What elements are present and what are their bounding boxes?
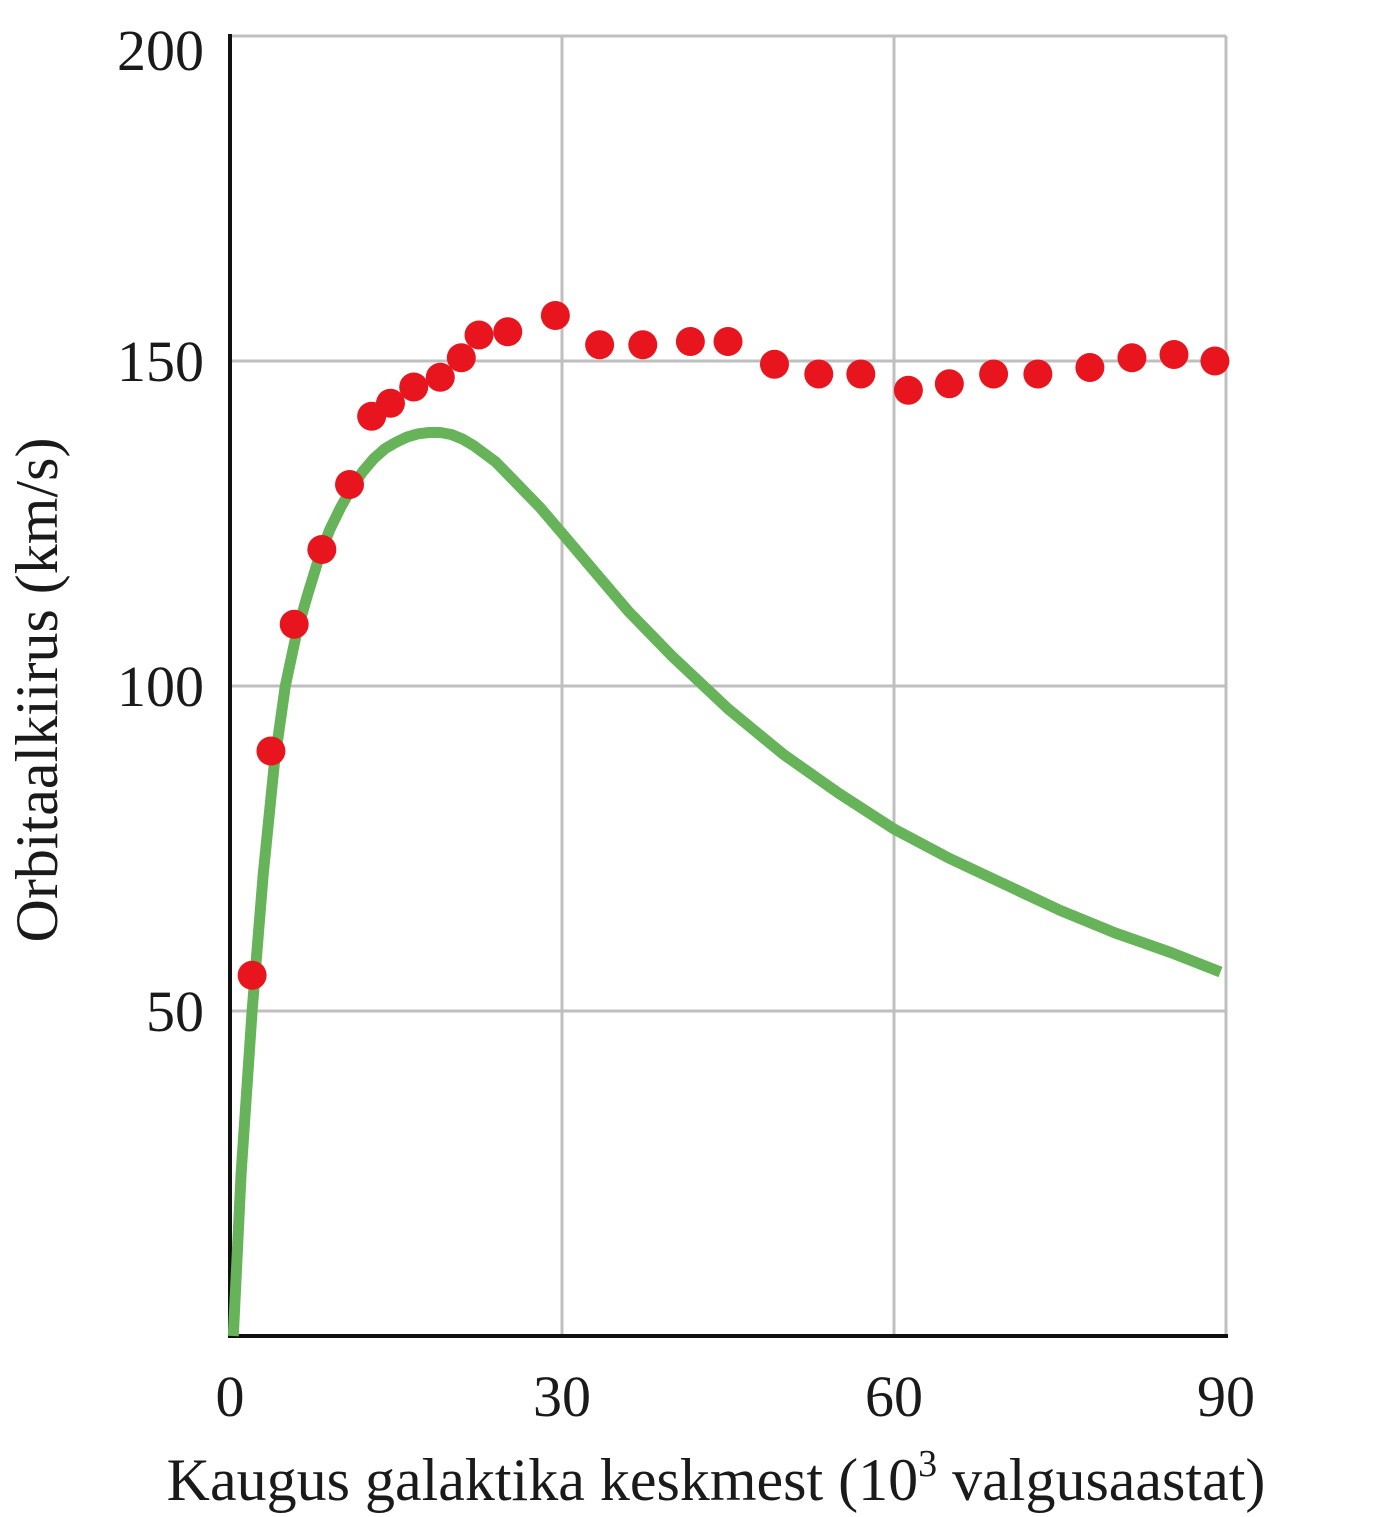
y-tick-label-200: 200 bbox=[117, 18, 204, 83]
observed-point-9 bbox=[425, 362, 455, 392]
observed-point-3 bbox=[279, 609, 309, 639]
observed-point-15 bbox=[628, 330, 658, 360]
y-tick-label-50: 50 bbox=[146, 979, 204, 1044]
x-axis-label-tail: valgusaastat) bbox=[937, 1447, 1265, 1513]
x-axis-label: Kaugus galaktika keskmest (103 valgusaas… bbox=[167, 1443, 1266, 1513]
observed-point-17 bbox=[713, 327, 743, 356]
x-tick-label-0: 0 bbox=[216, 1364, 245, 1429]
observed-point-13 bbox=[540, 301, 570, 330]
observed-point-7 bbox=[375, 388, 405, 418]
observed-point-28 bbox=[1200, 346, 1230, 376]
observed-point-27 bbox=[1159, 340, 1189, 369]
observed-point-10 bbox=[446, 343, 476, 373]
grid-lines bbox=[230, 34, 1228, 1336]
observed-point-14 bbox=[585, 330, 615, 360]
observed-point-5 bbox=[335, 470, 365, 499]
y-tick-label-100: 100 bbox=[117, 654, 204, 719]
x-axis-label-superscript: 3 bbox=[918, 1443, 937, 1485]
observed-point-4 bbox=[307, 535, 337, 564]
observed-point-2 bbox=[256, 736, 286, 766]
tick-labels: 0 30 60 90 50 100 150 200 bbox=[117, 18, 1255, 1429]
x-tick-label-60: 60 bbox=[865, 1364, 923, 1429]
model-curve-layer bbox=[227, 427, 1223, 1337]
observed-point-19 bbox=[804, 359, 834, 389]
x-tick-label-30: 30 bbox=[533, 1364, 591, 1429]
observed-point-26 bbox=[1117, 343, 1147, 373]
observed-point-22 bbox=[934, 369, 964, 399]
observed-point-23 bbox=[979, 359, 1009, 389]
observed-point-16 bbox=[675, 327, 705, 356]
x-tick-label-90: 90 bbox=[1197, 1364, 1255, 1429]
observed-point-1 bbox=[237, 960, 267, 990]
y-axis-label: Orbitaalkiirus (km/s) bbox=[4, 438, 70, 943]
observed-point-25 bbox=[1075, 353, 1105, 382]
observed-point-8 bbox=[399, 372, 429, 402]
observed-point-20 bbox=[846, 359, 876, 389]
observed-points-layer bbox=[237, 301, 1230, 990]
x-axis-label-main: Kaugus galaktika keskmest (10 bbox=[167, 1447, 919, 1513]
observed-point-24 bbox=[1023, 359, 1053, 389]
observed-point-18 bbox=[759, 349, 789, 379]
observed-point-12 bbox=[493, 317, 523, 347]
y-tick-label-150: 150 bbox=[117, 329, 204, 394]
model-curve-line bbox=[227, 427, 1223, 1337]
axes bbox=[228, 34, 1228, 1338]
observed-point-21 bbox=[893, 375, 923, 405]
observed-point-11 bbox=[464, 320, 494, 350]
